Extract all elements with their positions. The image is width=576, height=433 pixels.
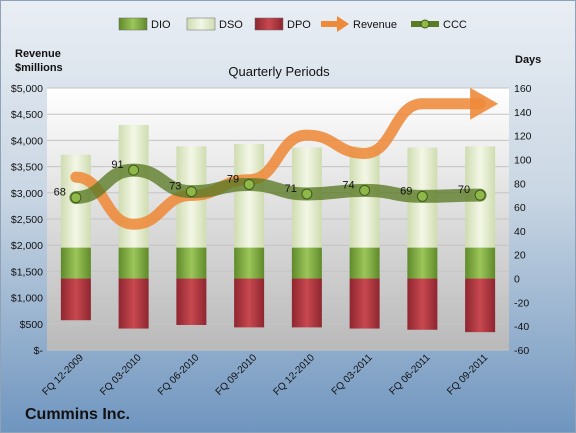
category-label: FQ 06-2011 — [388, 352, 433, 397]
right-tick-label: 60 — [514, 202, 526, 214]
legend: DIO DSO DPO Revenue CCC — [118, 16, 467, 32]
legend-label-revenue: Revenue — [353, 19, 397, 31]
ccc-marker — [243, 178, 255, 190]
legend-label-ccc: CCC — [443, 19, 467, 31]
bar-dio — [465, 247, 496, 279]
ccc-data-label: 68 — [54, 187, 66, 199]
ccc-marker — [70, 192, 82, 204]
bar-dio — [407, 247, 438, 279]
legend-swatch-revenue-head — [337, 16, 349, 32]
right-tick-label: 160 — [514, 83, 532, 95]
ccc-data-label: 69 — [400, 185, 412, 197]
legend-swatch-dpo — [254, 17, 284, 31]
bar-dpo — [176, 278, 207, 325]
legend-swatch-dso — [186, 17, 216, 31]
left-tick-label: $4,500 — [11, 109, 43, 121]
bar-dpo — [60, 278, 91, 321]
category-label: FQ 03-2010 — [98, 352, 144, 398]
ccc-data-label: 73 — [169, 181, 181, 193]
ccc-marker — [128, 164, 140, 176]
ccc-marker — [474, 189, 486, 201]
left-tick-label: $500 — [20, 319, 44, 331]
bar-dpo — [407, 278, 438, 330]
bar-dpo — [291, 278, 322, 328]
revenue-arrowhead — [470, 87, 499, 120]
left-axis-label-line2: $millions — [15, 62, 63, 74]
ccc-data-label: 79 — [227, 173, 239, 185]
right-tick-label: 100 — [514, 154, 532, 166]
ccc-marker — [359, 184, 371, 196]
ccc-data-label: 70 — [458, 184, 470, 196]
right-tick-label: 40 — [514, 226, 526, 238]
bar-dio — [349, 247, 380, 279]
left-tick-label: $1,000 — [11, 293, 43, 305]
left-tick-label: $3,000 — [11, 188, 43, 200]
bar-dpo — [465, 278, 496, 333]
legend-swatch-ccc-marker — [420, 19, 430, 29]
right-tick-label: 140 — [514, 107, 532, 119]
left-tick-label: $2,500 — [11, 214, 43, 226]
right-tick-label: 120 — [514, 131, 532, 143]
right-tick-label: 20 — [514, 250, 526, 262]
bar-dio — [118, 247, 149, 279]
ccc-marker — [416, 190, 428, 202]
left-tick-label: $1,500 — [11, 266, 43, 278]
bar-dio — [176, 247, 207, 279]
bar-dio — [234, 247, 265, 279]
left-axis-label-line1: Revenue — [15, 48, 61, 60]
category-label: FQ 06-2010 — [156, 352, 202, 398]
bar-dio — [291, 247, 322, 279]
legend-label-dpo: DPO — [287, 19, 311, 31]
ccc-data-label: 71 — [285, 183, 297, 195]
ccc-data-label: 74 — [342, 179, 354, 191]
right-axis-label: Days — [515, 54, 541, 66]
chart-title: Quarterly Periods — [228, 64, 330, 79]
ccc-marker — [301, 188, 313, 200]
revenue-line — [70, 98, 486, 230]
left-tick-label: $3,500 — [11, 162, 43, 174]
right-tick-label: 80 — [514, 178, 526, 190]
left-tick-label: $- — [34, 345, 44, 357]
right-tick-label: -40 — [514, 321, 529, 333]
legend-label-dio: DIO — [151, 19, 171, 31]
bar-dio — [60, 247, 91, 279]
ccc-data-label: 91 — [111, 159, 123, 171]
right-tick-label: -60 — [514, 345, 529, 357]
category-label: FQ 09-2011 — [445, 352, 490, 397]
category-label: FQ 03-2011 — [330, 352, 375, 397]
bar-dpo — [118, 278, 149, 329]
right-tick-label: 0 — [514, 274, 520, 286]
left-tick-label: $2,000 — [11, 240, 43, 252]
lines-layer: 68 91 73 79 71 74 69 70 — [54, 87, 499, 230]
category-label: FQ 09-2010 — [214, 352, 260, 398]
category-label: FQ 12-2010 — [271, 352, 317, 398]
left-tick-label: $5,000 — [11, 83, 43, 95]
bar-dso — [234, 143, 265, 248]
legend-swatch-dio — [118, 17, 148, 31]
legend-label-dso: DSO — [219, 19, 243, 31]
right-tick-label: -20 — [514, 297, 529, 309]
ccc-marker — [185, 186, 197, 198]
left-tick-label: $4,000 — [11, 135, 43, 147]
category-label: FQ 12-2009 — [40, 352, 86, 398]
bar-dpo — [234, 278, 265, 328]
bar-dpo — [349, 278, 380, 329]
company-name: Cummins Inc. — [25, 406, 130, 423]
